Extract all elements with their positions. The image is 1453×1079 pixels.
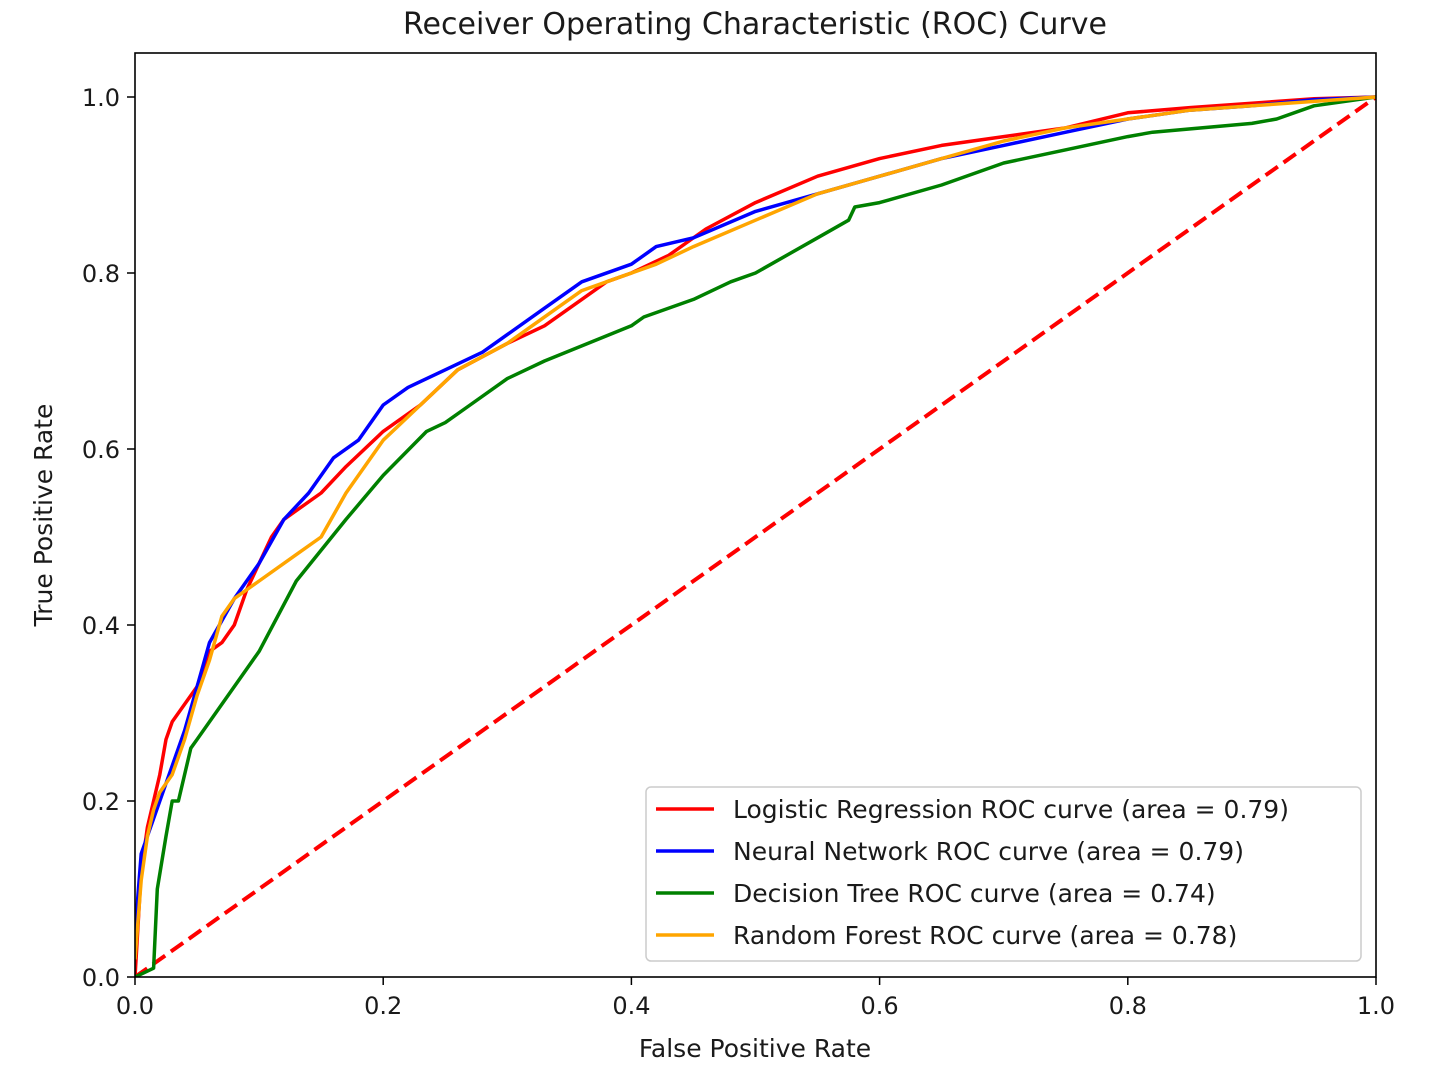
legend: Logistic Regression ROC curve (area = 0.…: [645, 786, 1362, 962]
legend-label-0: Logistic Regression ROC curve (area = 0.…: [733, 795, 1289, 824]
x-tick-label: 0.6: [861, 992, 899, 1020]
y-tick-label: 0.6: [82, 436, 120, 464]
legend-label-1: Neural Network ROC curve (area = 0.79): [733, 837, 1244, 866]
y-tick-label: 0.8: [82, 260, 120, 288]
y-axis-label: True Positive Rate: [29, 404, 58, 628]
x-tick-label: 0.8: [1109, 992, 1147, 1020]
y-tick-label: 1.0: [82, 84, 120, 112]
plot-area: [135, 95, 1376, 977]
legend-label-2: Decision Tree ROC curve (area = 0.74): [733, 879, 1216, 908]
x-tick-label: 0.2: [364, 992, 402, 1020]
x-tick-label: 0.4: [612, 992, 650, 1020]
y-tick-label: 0.0: [82, 964, 120, 992]
y-tick-label: 0.4: [82, 612, 120, 640]
y-axis: 0.0 0.2 0.4 0.6 0.8 1.0: [82, 84, 135, 992]
series-line-2: [135, 95, 1376, 977]
x-axis: 0.0 0.2 0.4 0.6 0.8 1.0: [116, 977, 1395, 1020]
legend-label-3: Random Forest ROC curve (area = 0.78): [733, 921, 1237, 950]
y-tick-label: 0.2: [82, 788, 120, 816]
series-line-1: [135, 95, 1376, 934]
chart-title: Receiver Operating Characteristic (ROC) …: [403, 7, 1107, 42]
legend-box: [645, 786, 1362, 962]
x-tick-label: 1.0: [1357, 992, 1395, 1020]
series-line-3: [135, 95, 1376, 960]
x-axis-label: False Positive Rate: [639, 1034, 871, 1063]
chance-diagonal-line: [135, 95, 1376, 977]
axes-frame: [134, 52, 1377, 978]
x-tick-label: 0.0: [116, 992, 154, 1020]
